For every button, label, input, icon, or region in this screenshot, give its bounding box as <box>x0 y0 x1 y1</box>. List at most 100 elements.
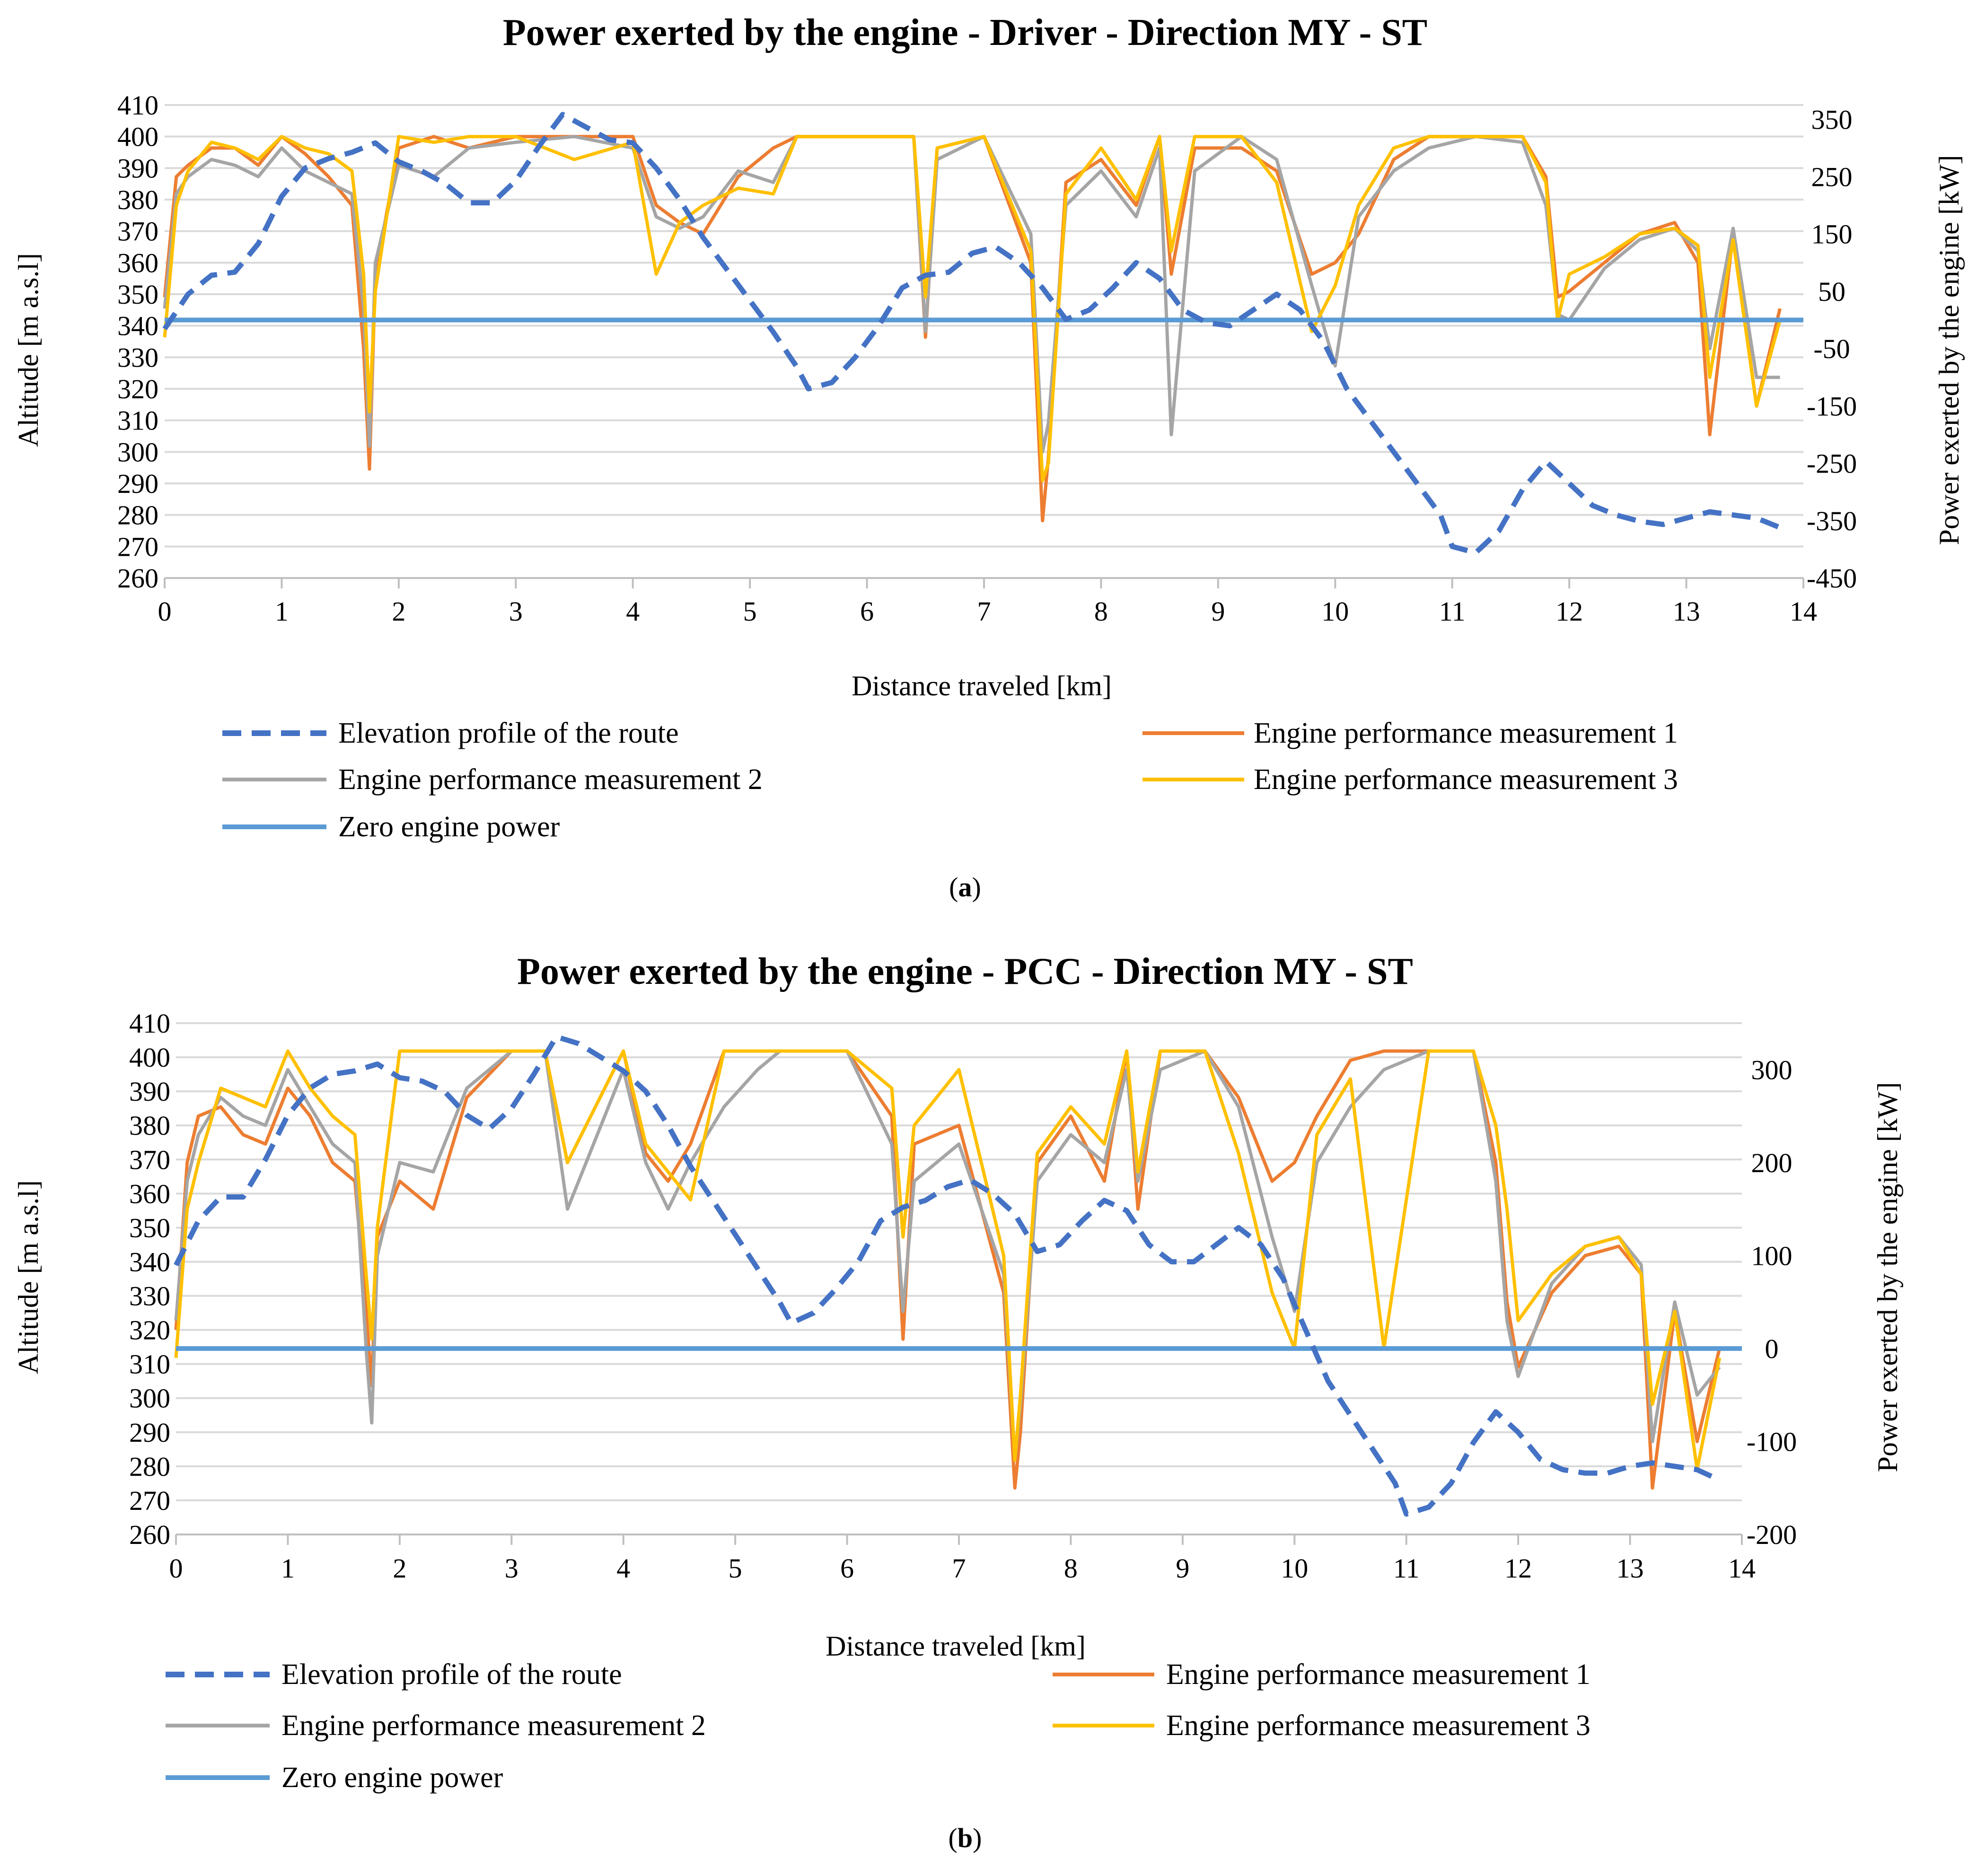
y-tick-label-b-290: 290 <box>129 1417 170 1448</box>
series-line-elevation-b <box>174 1034 1721 1517</box>
x-tick-label-a-7: 7 <box>977 596 991 627</box>
legend-label-elevation-a: Elevation profile of the route <box>338 717 679 749</box>
y-tick-label-b-300: 300 <box>129 1383 170 1414</box>
y-tick-label-b-360: 360 <box>129 1178 170 1209</box>
x-tick-label-b-5: 5 <box>729 1553 742 1584</box>
caption-b: (b) <box>949 1823 982 1853</box>
y-tick-label-a-300: 300 <box>117 437 158 467</box>
y-tick-label-a-390: 390 <box>117 153 158 184</box>
x-tick-label-a-13: 13 <box>1673 596 1700 627</box>
y-tick-label-b-310: 310 <box>129 1349 170 1380</box>
caption-letter-b: b <box>958 1823 973 1853</box>
x-axis-label-a: Distance traveled [km] <box>852 670 1112 701</box>
legend-item-meas3-b: Engine performance measurement 3 <box>1053 1709 1590 1742</box>
y-tick-label-a-410: 410 <box>117 90 158 121</box>
legend-b: Elevation profile of the route Engine pe… <box>166 1658 1590 1794</box>
x-tick-label-b-7: 7 <box>952 1553 966 1584</box>
series-line-meas3-b <box>174 1049 1722 1471</box>
y2-tick-label-a-250: 250 <box>1811 162 1853 193</box>
y-tick-label-b-410: 410 <box>129 1008 170 1039</box>
y2-tick-label-a-350: 350 <box>1811 104 1853 135</box>
legend-label-zero-a: Zero engine power <box>338 811 560 843</box>
x-tick-label-a-3: 3 <box>509 596 523 627</box>
y2-tick-label-b-200: 200 <box>1751 1148 1792 1178</box>
y-tick-label-a-310: 310 <box>117 405 158 436</box>
x-tick-label-b-12: 12 <box>1504 1553 1532 1584</box>
y-tick-label-a-270: 270 <box>117 531 158 562</box>
legend-item-meas3-a: Engine performance measurement 3 <box>1142 763 1678 796</box>
legend-a: Elevation profile of the route Engine pe… <box>222 717 1678 843</box>
caption-a: (a) <box>949 872 981 903</box>
legend-item-meas2-a: Engine performance measurement 2 <box>222 763 763 796</box>
y2-tick-label-a--50: -50 <box>1813 333 1850 364</box>
y-tick-label-a-320: 320 <box>117 374 158 404</box>
y-tick-label-a-360: 360 <box>117 247 158 278</box>
chart-title-b: Power exerted by the engine - PCC - Dire… <box>517 951 1413 992</box>
x-tick-label-b-0: 0 <box>169 1553 183 1584</box>
x-tick-label-b-2: 2 <box>393 1553 406 1584</box>
x-tick-label-a-12: 12 <box>1555 596 1583 627</box>
x-tick-label-b-11: 11 <box>1393 1553 1420 1584</box>
legend-item-zero-b: Zero engine power <box>166 1762 503 1794</box>
y-tick-label-b-350: 350 <box>129 1212 170 1243</box>
chart-panel-b: Power exerted by the engine - PCC - Dire… <box>13 951 1903 1853</box>
y-tick-label-b-370: 370 <box>129 1144 170 1175</box>
series-line-meas3-a <box>163 135 1782 482</box>
x-axis-label-b: Distance traveled [km] <box>826 1631 1086 1662</box>
y-tick-label-a-260: 260 <box>117 563 158 594</box>
chart-title-a: Power exerted by the engine - Driver - D… <box>503 12 1427 53</box>
legend-label-zero-b: Zero engine power <box>281 1762 503 1794</box>
plot-area-a: 2602702802903003103203303403503603703803… <box>117 90 1857 627</box>
y2-tick-label-b--200: -200 <box>1747 1519 1797 1550</box>
y2-tick-label-b-0: 0 <box>1765 1333 1779 1364</box>
legend-item-zero-a: Zero engine power <box>222 811 560 843</box>
y-tick-label-a-400: 400 <box>117 122 158 152</box>
y-tick-label-a-350: 350 <box>117 279 158 310</box>
y-axis-label-a: Altitude [m a.s.l] <box>13 253 44 447</box>
x-tick-label-b-10: 10 <box>1281 1553 1308 1584</box>
legend-item-elevation-b: Elevation profile of the route <box>166 1658 622 1691</box>
legend-label-meas3-b: Engine performance measurement 3 <box>1166 1709 1590 1742</box>
x-tick-label-b-14: 14 <box>1728 1553 1756 1584</box>
x-tick-label-a-14: 14 <box>1790 596 1817 627</box>
y2-tick-label-a--350: -350 <box>1807 506 1857 536</box>
x-tick-label-a-5: 5 <box>743 596 757 627</box>
y-tick-label-b-320: 320 <box>129 1315 170 1346</box>
x-tick-label-b-1: 1 <box>281 1553 295 1584</box>
x-tick-label-a-11: 11 <box>1439 596 1466 627</box>
y-axis-label-b: Altitude [m a.s.l] <box>13 1180 44 1374</box>
y-tick-label-b-340: 340 <box>129 1246 170 1277</box>
x-tick-label-a-0: 0 <box>158 596 172 627</box>
series-line-meas2-b <box>174 1049 1721 1462</box>
x-tick-label-a-8: 8 <box>1094 596 1108 627</box>
legend-label-meas1-b: Engine performance measurement 1 <box>1166 1658 1590 1691</box>
y-tick-label-a-330: 330 <box>117 342 158 373</box>
x-tick-label-a-2: 2 <box>392 596 405 627</box>
legend-item-meas1-b: Engine performance measurement 1 <box>1053 1658 1590 1691</box>
y-tick-label-b-390: 390 <box>129 1076 170 1107</box>
y-tick-label-b-380: 380 <box>129 1110 170 1141</box>
x-tick-label-b-13: 13 <box>1617 1553 1644 1584</box>
y2-tick-label-a--450: -450 <box>1807 563 1857 594</box>
y-tick-label-b-330: 330 <box>129 1281 170 1312</box>
y2-tick-label-b--100: -100 <box>1747 1426 1797 1457</box>
x-tick-label-b-8: 8 <box>1064 1553 1078 1584</box>
y-tick-label-b-280: 280 <box>129 1451 170 1482</box>
series-line-meas1-b <box>174 1049 1722 1490</box>
y-tick-label-a-340: 340 <box>117 311 158 342</box>
x-tick-label-a-6: 6 <box>860 596 874 627</box>
legend-item-elevation-a: Elevation profile of the route <box>222 717 679 749</box>
plot-area-b: 2602702802903003103203303403503603703803… <box>129 1008 1797 1584</box>
x-tick-label-a-10: 10 <box>1321 596 1349 627</box>
legend-label-elevation-b: Elevation profile of the route <box>281 1658 622 1691</box>
y2-tick-label-b-100: 100 <box>1751 1240 1792 1271</box>
y-tick-label-b-270: 270 <box>129 1485 170 1516</box>
x-tick-label-b-3: 3 <box>505 1553 518 1584</box>
x-tick-label-a-1: 1 <box>275 596 289 627</box>
y2-tick-label-a--250: -250 <box>1807 448 1857 479</box>
y-tick-label-a-370: 370 <box>117 216 158 247</box>
caption-letter-a: a <box>958 872 972 903</box>
legend-label-meas2-b: Engine performance measurement 2 <box>281 1709 706 1742</box>
y2-tick-label-a-150: 150 <box>1811 219 1853 250</box>
